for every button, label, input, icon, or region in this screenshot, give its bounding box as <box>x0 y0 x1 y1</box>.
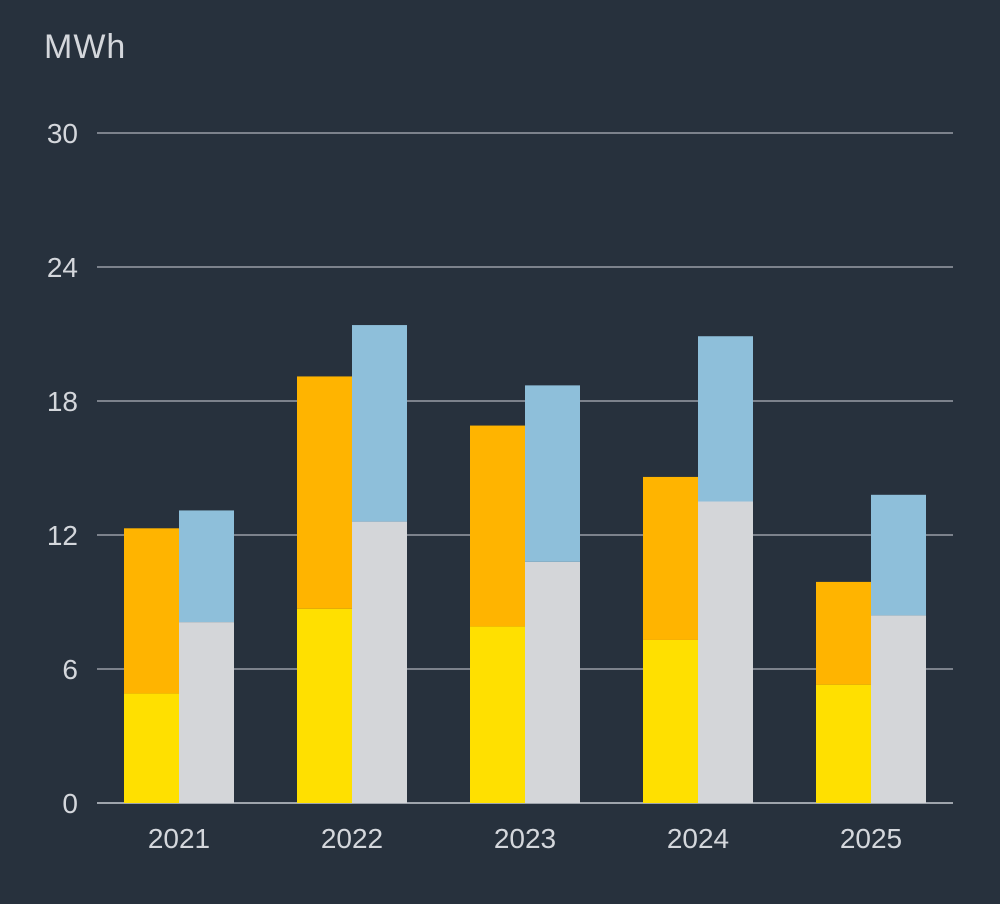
x-tick-label: 2024 <box>667 823 729 854</box>
bar-segment-2021-group2-layer1 <box>179 622 234 803</box>
bar-segment-2024-group1-layer2 <box>643 476 698 640</box>
bar-segment-2021-group1-layer2 <box>124 528 179 694</box>
bar-segment-2021-group2-layer2 <box>179 510 234 623</box>
y-tick-label: 30 <box>47 118 78 149</box>
bar-segment-2024-group2-layer2 <box>698 336 753 502</box>
bar-segment-2024-group1-layer1 <box>643 639 698 803</box>
y-tick-label: 0 <box>62 788 78 819</box>
bar-segment-2023-group1-layer2 <box>470 425 525 627</box>
x-axis-ticks: 2021 2022 2023 2024 2025 <box>148 823 902 854</box>
bar-segment-2023-group2-layer2 <box>525 385 580 562</box>
bar-segment-2025-group2-layer2 <box>871 494 926 616</box>
x-tick-label: 2025 <box>840 823 902 854</box>
y-axis-unit-label: MWh <box>44 28 127 66</box>
x-tick-label: 2022 <box>321 823 383 854</box>
y-tick-label: 6 <box>62 654 78 685</box>
bar-segment-2024-group2-layer1 <box>698 501 753 803</box>
x-tick-label: 2021 <box>148 823 210 854</box>
bar-segment-2022-group2-layer2 <box>352 325 407 522</box>
bar-segment-2022-group1-layer2 <box>297 376 352 609</box>
bar-segment-2025-group1-layer1 <box>816 684 871 803</box>
bar-segment-2023-group1-layer1 <box>470 626 525 803</box>
y-axis-ticks: 0 6 12 18 24 30 <box>47 118 78 819</box>
bar-segment-2023-group2-layer1 <box>525 561 580 803</box>
bar-segment-2025-group2-layer1 <box>871 615 926 803</box>
bars <box>124 325 926 803</box>
y-tick-label: 18 <box>47 386 78 417</box>
x-tick-label: 2023 <box>494 823 556 854</box>
bar-segment-2021-group1-layer1 <box>124 693 179 803</box>
y-tick-label: 24 <box>47 252 78 283</box>
bar-segment-2022-group2-layer1 <box>352 521 407 803</box>
bar-segment-2022-group1-layer1 <box>297 608 352 803</box>
y-tick-label: 12 <box>47 520 78 551</box>
bar-segment-2025-group1-layer2 <box>816 581 871 685</box>
